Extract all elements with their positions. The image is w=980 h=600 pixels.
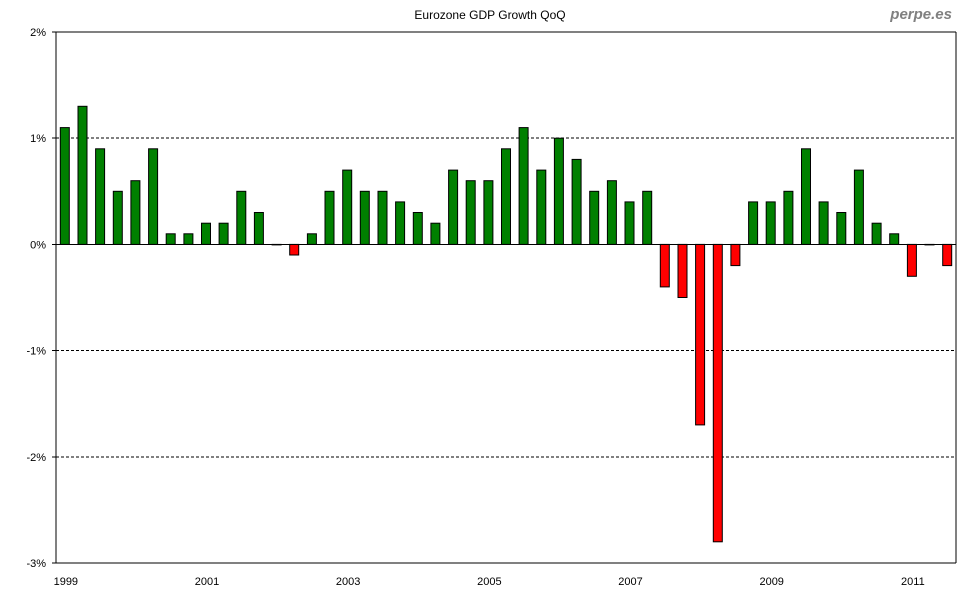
bar-2011Q1 [906,243,917,277]
chart-title: Eurozone GDP Growth QoQ [414,8,565,22]
bar-2008Q3 [730,243,741,267]
bar-2004Q4 [465,180,476,245]
bar-2000Q3 [165,233,176,245]
bar-1999Q1 [59,127,70,245]
bar-2010Q1 [836,212,847,245]
bar-2008Q1 [695,243,706,426]
bar-2006Q3 [589,190,600,245]
y-tick-label: -1% [26,346,46,358]
x-tick-label: 2011 [901,576,925,588]
bar-2010Q3 [871,222,882,245]
y-axis: -3% -2% -1% 0% 1% 2% [26,27,56,570]
y-tick-label: 0% [30,239,46,251]
bar-2002Q2 [289,243,300,256]
bars [59,105,953,543]
bar-2010Q4 [889,233,900,245]
bar-2011Q3 [942,243,953,267]
x-tick-label: 2001 [195,576,219,588]
bar-2004Q2 [430,222,441,245]
y-tick-label: -2% [26,452,46,464]
bar-2003Q4 [395,201,406,245]
bar-2007Q1 [624,201,635,245]
x-axis: 1999 2001 2003 2005 2007 2009 2011 [54,576,925,588]
bar-2003Q1 [342,169,353,245]
bar-2008Q4 [748,201,759,245]
x-tick-label: 1999 [54,576,78,588]
bar-2001Q2 [218,222,229,245]
x-tick-label: 2009 [759,576,783,588]
y-tick-label: -3% [26,558,46,570]
bar-2004Q1 [412,212,423,245]
bar-2006Q4 [606,180,617,245]
bar-2009Q4 [818,201,829,245]
bar-2001Q4 [253,212,264,245]
bar-2008Q2 [712,243,723,543]
bar-2002Q3 [306,233,317,245]
gridlines [56,137,956,458]
bar-2000Q4 [183,233,194,245]
bar-1999Q3 [95,148,106,245]
bar-2006Q2 [571,158,582,245]
bar-2006Q1 [553,137,564,245]
y-tick-label: 2% [30,27,46,39]
bar-2000Q1 [130,180,141,245]
bar-2001Q3 [236,190,247,245]
bar-1999Q2 [77,105,88,245]
bar-2004Q3 [448,169,459,245]
bar-2007Q2 [642,190,653,245]
bar-2010Q2 [853,169,864,245]
bar-2009Q2 [783,190,794,245]
bar-2003Q2 [359,190,370,245]
bar-2005Q2 [501,148,511,245]
bar-2003Q3 [377,190,388,245]
bar-2007Q4 [677,243,688,298]
bar-2002Q4 [324,190,335,245]
bar-2009Q3 [801,148,811,245]
bar-2005Q3 [518,127,529,245]
bar-2005Q1 [483,180,494,245]
x-tick-label: 2005 [477,576,501,588]
bar-2009Q1 [765,201,776,245]
bar-2007Q3 [659,243,670,288]
bar-2000Q2 [148,148,159,245]
watermark: perpe.es [889,6,952,23]
x-tick-label: 2007 [618,576,642,588]
bar-1999Q4 [112,190,123,245]
y-tick-label: 1% [30,133,46,145]
bar-2001Q1 [201,222,211,245]
bar-2005Q4 [536,169,547,245]
x-tick-label: 2003 [336,576,360,588]
plot-frame [55,31,957,564]
